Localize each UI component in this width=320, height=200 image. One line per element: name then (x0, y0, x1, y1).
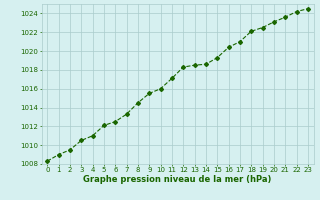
X-axis label: Graphe pression niveau de la mer (hPa): Graphe pression niveau de la mer (hPa) (84, 175, 272, 184)
